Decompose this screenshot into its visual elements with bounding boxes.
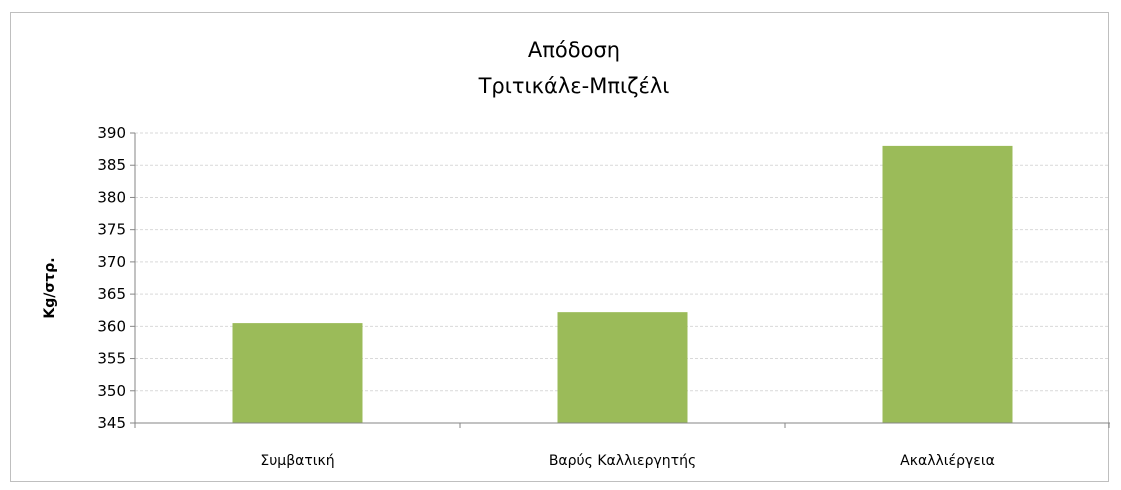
x-category-label: Βαρύς Καλλιεργητής bbox=[549, 453, 696, 469]
x-category-labels: Συμβατική Βαρύς Καλλιεργητής Ακαλλιέργεια bbox=[260, 453, 994, 469]
bars bbox=[232, 145, 1013, 423]
axes bbox=[130, 132, 1110, 428]
x-category-label: Ακαλλιέργεια bbox=[900, 453, 995, 469]
bar bbox=[232, 323, 363, 423]
y-tick-label: 345 bbox=[97, 414, 126, 432]
y-tick-label: 365 bbox=[97, 285, 126, 303]
bar-chart: Απόδοση Τριτικάλε-Μπιζέλι 345 350 355 360 36… bbox=[42, 38, 1110, 469]
y-tick-label: 390 bbox=[97, 124, 126, 142]
chart-title-line-1: Απόδοση bbox=[528, 38, 620, 62]
bar bbox=[882, 145, 1013, 423]
y-tick-label: 370 bbox=[97, 253, 126, 271]
y-tick-label: 380 bbox=[97, 188, 126, 206]
y-tick-labels: 345 350 355 360 365 370 375 380 385 390 bbox=[97, 124, 126, 432]
bar bbox=[557, 312, 688, 423]
y-tick-label: 350 bbox=[97, 382, 126, 400]
chart-title-line-2: Τριτικάλε-Μπιζέλι bbox=[478, 74, 670, 98]
y-tick-label: 360 bbox=[97, 317, 126, 335]
y-tick-label: 385 bbox=[97, 156, 126, 174]
y-tick-label: 375 bbox=[97, 221, 126, 239]
x-category-label: Συμβατική bbox=[260, 453, 334, 469]
chart-area: Απόδοση Τριτικάλε-Μπιζέλι 345 350 355 360 36… bbox=[10, 12, 1110, 482]
y-axis-title: Kg/στρ. bbox=[42, 257, 58, 318]
y-tick-label: 355 bbox=[97, 350, 126, 368]
